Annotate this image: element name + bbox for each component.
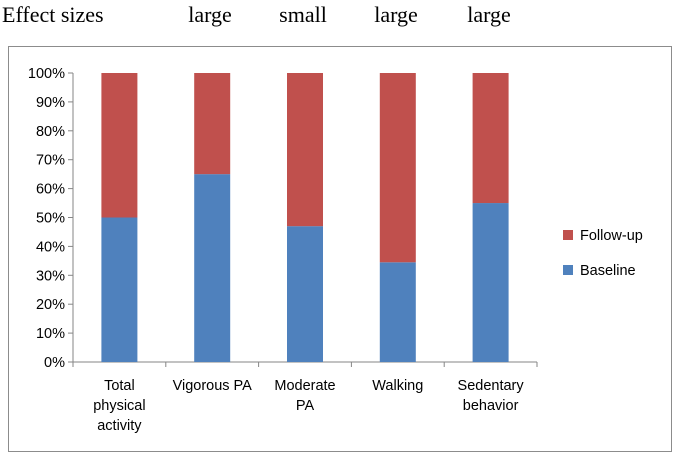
effect-sizes-label: Effect sizes	[2, 2, 104, 27]
legend-label-baseline: Baseline	[580, 263, 636, 279]
bar-baseline-4	[472, 203, 509, 362]
x-category-label: Walking	[372, 378, 423, 394]
effect-size-header: Effect sizes large small large large	[0, 0, 680, 40]
bar-follow-up-1	[194, 73, 231, 175]
effect-size-moderate: large	[374, 2, 418, 27]
y-tick-label: 90%	[36, 95, 65, 111]
x-category-label: physical	[93, 398, 145, 414]
bar-follow-up-4	[472, 73, 509, 204]
x-category-label: PA	[296, 398, 315, 414]
legend-swatch-follow-up	[563, 230, 573, 240]
bar-baseline-2	[287, 226, 323, 362]
effect-size-vigorous: small	[279, 2, 327, 27]
bar-baseline-0	[101, 217, 138, 362]
effect-size-walking: large	[467, 2, 511, 27]
y-tick-label: 10%	[36, 326, 65, 342]
y-tick-label: 30%	[36, 268, 65, 284]
x-category-label: behavior	[463, 398, 519, 414]
bar-follow-up-3	[379, 73, 416, 263]
y-tick-label: 20%	[36, 297, 65, 313]
legend-swatch-baseline	[563, 265, 573, 275]
bar-follow-up-2	[287, 73, 323, 227]
y-tick-label: 50%	[36, 211, 65, 227]
y-tick-label: 60%	[36, 182, 65, 198]
chart-frame	[8, 46, 672, 452]
legend-label-follow-up: Follow-up	[580, 228, 643, 244]
x-category-label: Total	[104, 378, 135, 394]
y-tick-label: 0%	[44, 355, 65, 371]
y-tick-label: 40%	[36, 239, 65, 255]
x-category-label: Vigorous PA	[173, 378, 253, 394]
x-category-label: activity	[97, 418, 142, 434]
x-category-label: Sedentary	[458, 378, 525, 394]
y-tick-label: 80%	[36, 124, 65, 140]
bar-baseline-1	[194, 174, 231, 362]
x-category-label: Moderate	[274, 378, 335, 394]
effect-size-total: large	[188, 2, 232, 27]
bar-follow-up-0	[101, 73, 138, 218]
y-tick-label: 70%	[36, 153, 65, 169]
bar-baseline-3	[379, 262, 416, 362]
y-tick-label: 100%	[28, 66, 65, 82]
